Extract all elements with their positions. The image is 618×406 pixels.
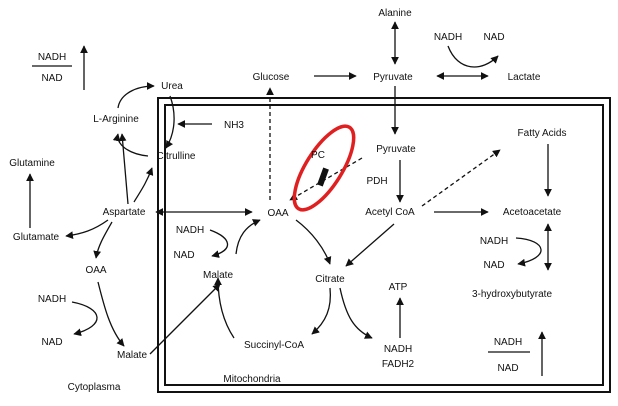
arrow-oaa-citrate: [296, 220, 330, 264]
arrow-nadh-nad-mito: [210, 230, 228, 256]
arrow-nadh-nad-ketone: [516, 238, 541, 264]
label-acetoacetate: Acetoacetate: [503, 207, 562, 218]
arrow-aspartate-oaa-cyto: [96, 222, 112, 258]
label-pdh: PDH: [366, 176, 387, 187]
label-aspartate: Aspartate: [103, 207, 146, 218]
arrow-arginine-urea: [118, 86, 154, 108]
label-nad-br: NAD: [497, 363, 518, 374]
arrow-citrulline-aspartate: [134, 168, 152, 202]
label-nad-mito: NAD: [173, 250, 194, 261]
label-pc: PC: [311, 150, 325, 161]
pc-inhibition-bar: [317, 168, 329, 187]
label-succinyl-coa: Succinyl-CoA: [244, 340, 304, 351]
arrow-aspartate-arginine: [122, 134, 128, 204]
label-malate-mito: Malate: [203, 270, 233, 281]
label-acetyl-coa: Acetyl CoA: [365, 207, 415, 218]
label-nadh-cyto: NADH: [38, 294, 66, 305]
arrow-nadh-nad-left: [72, 302, 97, 334]
label-nadh-mito: NADH: [176, 225, 204, 236]
label-nadh-left: NADH: [38, 52, 66, 63]
label-nadh-br: NADH: [494, 337, 522, 348]
label-pyruvate-cyto: Pyruvate: [373, 72, 413, 83]
label-nadh-top: NADH: [434, 32, 462, 43]
arrow-aspartate-glutamate: [66, 220, 108, 236]
arrow-acetylcoa-fattyacids: [422, 150, 500, 206]
label-citrulline: Citrulline: [157, 151, 196, 162]
label-lactate: Lactate: [508, 72, 541, 83]
label-nad-left: NAD: [41, 73, 62, 84]
label-nadh-ketone: NADH: [480, 236, 508, 247]
label-malate-cyto: Malate: [117, 350, 147, 361]
label-fadh2: FADH2: [382, 359, 415, 370]
label-fatty-acids: Fatty Acids: [518, 128, 567, 139]
label-l-arginine: L-Arginine: [93, 114, 139, 125]
arrow-citrate-succinylcoa: [312, 288, 330, 334]
label-nad-ketone: NAD: [483, 260, 504, 271]
label-cytoplasma: Cytoplasma: [68, 382, 121, 393]
label-oaa-mito: OAA: [267, 208, 288, 219]
label-nad-top: NAD: [483, 32, 504, 43]
label-glutamine: Glutamine: [9, 158, 55, 169]
arrow-nadh-nad-top: [448, 46, 498, 67]
label-urea: Urea: [161, 81, 183, 92]
arrow-citrate-nadh: [340, 288, 372, 338]
label-atp: ATP: [389, 282, 408, 293]
label-nadh-fadh: NADH: [384, 344, 412, 355]
arrow-urea-citrulline: [166, 96, 174, 148]
arrow-oaa-malate-cyto: [98, 282, 124, 346]
arrow-malate-oaa: [236, 220, 260, 254]
label-citrate: Citrate: [315, 274, 345, 285]
label-oaa-cyto: OAA: [85, 265, 106, 276]
label-hydroxybutyrate: 3-hydroxybutyrate: [472, 289, 552, 300]
label-nh3: NH3: [224, 120, 244, 131]
arrow-malate-transport: [150, 284, 220, 354]
label-glutamate: Glutamate: [13, 232, 60, 243]
label-mitochondria: Mitochondria: [223, 374, 281, 385]
label-glucose: Glucose: [253, 72, 290, 83]
label-alanine: Alanine: [378, 8, 412, 19]
label-pyruvate-mito: Pyruvate: [376, 144, 416, 155]
label-nad-cyto: NAD: [41, 337, 62, 348]
arrow-succinylcoa-malate: [218, 278, 234, 338]
arrow-acetylcoa-citrate: [346, 224, 394, 266]
